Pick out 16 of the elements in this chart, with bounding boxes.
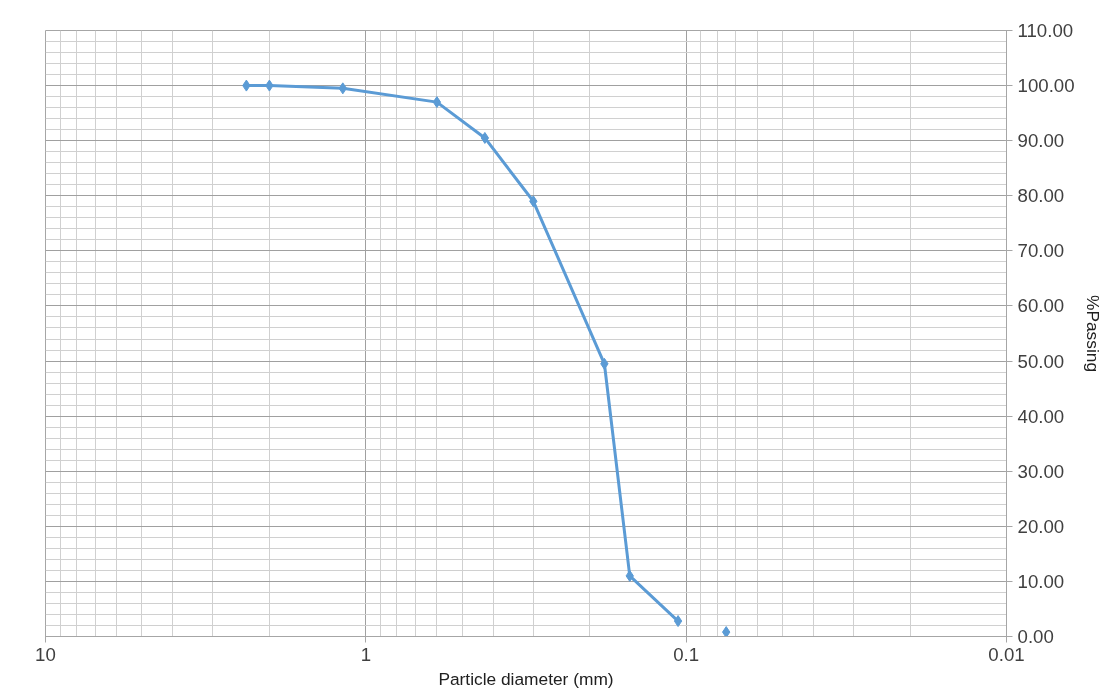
y-tick-label: 30.00 (1017, 460, 1065, 482)
x-axis-title: Particle diameter (mm) (438, 668, 614, 689)
y-tick-label: 60.00 (1017, 295, 1065, 317)
x-tick-label: 0.1 (673, 643, 700, 665)
y-tick-label: 100.00 (1017, 75, 1075, 97)
y-tick-label: 70.00 (1017, 240, 1065, 262)
y-tick-label: 20.00 (1017, 515, 1065, 537)
y-tick-label: 80.00 (1017, 185, 1065, 207)
y-axis-title: %Passing (1082, 294, 1103, 373)
y-tick-label: 90.00 (1017, 130, 1065, 152)
x-tick-label: 1 (360, 643, 372, 665)
y-tick-label: 50.00 (1017, 350, 1065, 372)
y-tick-label: 40.00 (1017, 405, 1065, 427)
x-tick-label: 10 (35, 643, 56, 665)
y-tick-label: 110.00 (1017, 20, 1074, 41)
y-tick-label: 10.00 (1017, 570, 1065, 592)
